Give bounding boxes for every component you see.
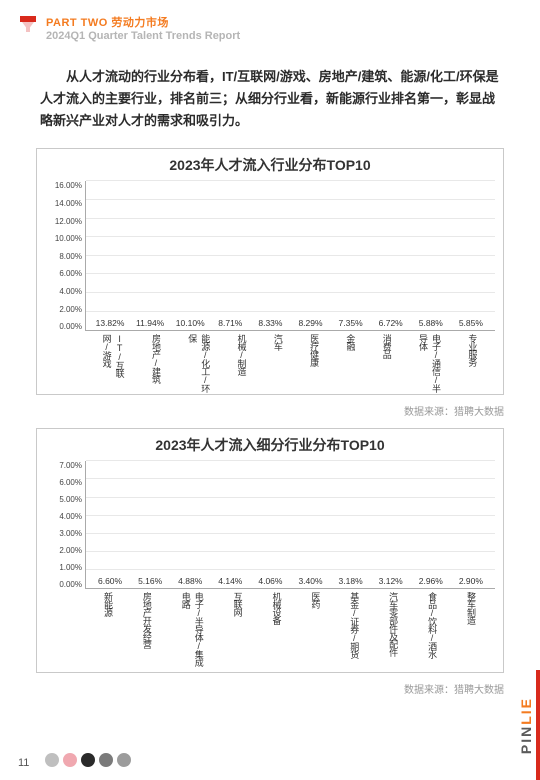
bar-column: 3.12%: [373, 576, 409, 588]
chart2-plot: 7.00% 6.00% 5.00% 4.00% 3.00% 2.00% 1.00% 0.00%…: [45, 461, 495, 589]
bar-value-label: 8.29%: [298, 318, 322, 328]
y-tick: 12.00%: [55, 217, 82, 226]
bar-value-label: 8.71%: [218, 318, 242, 328]
x-category-label: 新能源: [102, 592, 115, 670]
bar-value-label: 10.10%: [176, 318, 205, 328]
x-category-label: 电子/通信/半导体: [417, 334, 443, 392]
bar-value-label: 2.90%: [459, 576, 483, 586]
bar-value-label: 3.12%: [379, 576, 403, 586]
logo-icon: [18, 16, 38, 40]
report-header: PART TWO 劳动力市场 2024Q1 Quarter Talent Tre…: [0, 0, 540, 48]
intro-paragraph: 从人才流动的行业分布看，IT/互联网/游戏、房地产/建筑、能源/化工/环保是人才…: [0, 48, 540, 142]
x-category-label: 房地产/建筑: [150, 334, 163, 392]
x-category-label: 机械设备: [271, 592, 284, 670]
y-tick: 10.00%: [55, 234, 82, 243]
footer-dot-icon: [63, 753, 77, 767]
bar-column: 6.60%: [92, 576, 128, 588]
bar-value-label: 4.88%: [178, 576, 202, 586]
bar-value-label: 5.85%: [459, 318, 483, 328]
bar-value-label: 4.14%: [218, 576, 242, 586]
footer-dot-icon: [117, 753, 131, 767]
y-tick: 6.00%: [59, 269, 82, 278]
bar-column: 3.18%: [333, 576, 369, 588]
bar-value-label: 13.82%: [96, 318, 125, 328]
bar-column: 3.40%: [292, 576, 328, 588]
footer: 11: [18, 753, 135, 772]
bar-value-label: 2.96%: [419, 576, 443, 586]
x-category-label: 电子/半导体/集成电路: [180, 592, 206, 670]
footer-dot-icon: [45, 753, 59, 767]
x-category-label: 食品/饮料/酒水: [426, 592, 439, 670]
x-category-label: 整车制造: [465, 592, 478, 670]
bar-value-label: 5.88%: [419, 318, 443, 328]
bar-column: 5.88%: [413, 318, 449, 330]
bar-value-label: 3.18%: [339, 576, 363, 586]
x-category-label: 基金/证券/期货: [348, 592, 361, 670]
x-category-label: IT/互联网/游戏: [101, 334, 127, 392]
bar-value-label: 4.06%: [258, 576, 282, 586]
chart1-plot: 16.00% 14.00% 12.00% 10.00% 8.00% 6.00% 4.00% 2…: [45, 181, 495, 331]
y-tick: 4.00%: [59, 512, 82, 521]
bar-value-label: 7.35%: [339, 318, 363, 328]
bar-value-label: 6.60%: [98, 576, 122, 586]
bar-column: 11.94%: [132, 318, 168, 330]
chart2-title: 2023年人才流入细分行业分布TOP10: [45, 435, 495, 455]
y-tick: 0.00%: [59, 580, 82, 589]
bar-column: 4.14%: [212, 576, 248, 588]
footer-dot-icon: [81, 753, 95, 767]
y-tick: 2.00%: [59, 546, 82, 555]
y-tick: 16.00%: [55, 181, 82, 190]
bar-column: 2.96%: [413, 576, 449, 588]
y-tick: 5.00%: [59, 495, 82, 504]
bar-column: 5.85%: [453, 318, 489, 330]
y-tick: 7.00%: [59, 461, 82, 470]
bar-value-label: 5.16%: [138, 576, 162, 586]
chart1-container: 2023年人才流入行业分布TOP10 16.00% 14.00% 12.00% 10.…: [36, 148, 504, 395]
x-category-label: 机械/制造: [236, 334, 249, 392]
bar-column: 10.10%: [172, 318, 208, 330]
x-category-label: 互联网: [232, 592, 245, 670]
x-category-label: 金融: [344, 334, 357, 392]
y-tick: 1.00%: [59, 563, 82, 572]
y-tick: 0.00%: [59, 322, 82, 331]
bar-column: 4.06%: [252, 576, 288, 588]
y-tick: 14.00%: [55, 199, 82, 208]
chart1-source: 数据来源：猎聘大数据: [0, 399, 540, 422]
x-category-label: 消费品: [381, 334, 394, 392]
page-number: 11: [18, 757, 29, 769]
brand-vertical: PINLIE: [518, 697, 534, 754]
side-stripe: [536, 670, 540, 780]
chart2-source: 数据来源：猎聘大数据: [0, 677, 540, 700]
header-subtitle: 2024Q1 Quarter Talent Trends Report: [46, 30, 240, 42]
chart1-title: 2023年人才流入行业分布TOP10: [45, 155, 495, 175]
header-part-label: PART TWO 劳动力市场: [46, 14, 240, 30]
x-category-label: 能源/化工/环保: [186, 334, 212, 392]
x-category-label: 汽车零部件及配件: [387, 592, 400, 670]
bar-column: 6.72%: [373, 318, 409, 330]
x-category-label: 医疗健康: [308, 334, 321, 392]
bar-value-label: 11.94%: [136, 318, 164, 328]
bar-column: 8.29%: [292, 318, 328, 330]
bar-column: 5.16%: [132, 576, 168, 588]
bar-column: 4.88%: [172, 576, 208, 588]
x-category-label: 汽车: [272, 334, 285, 392]
chart2-container: 2023年人才流入细分行业分布TOP10 7.00% 6.00% 5.00% 4.00…: [36, 428, 504, 673]
bar-column: 13.82%: [92, 318, 128, 330]
bar-value-label: 8.33%: [258, 318, 282, 328]
bar-value-label: 6.72%: [379, 318, 403, 328]
footer-dot-icon: [99, 753, 113, 767]
y-tick: 6.00%: [59, 478, 82, 487]
y-tick: 3.00%: [59, 529, 82, 538]
y-tick: 8.00%: [59, 252, 82, 261]
x-category-label: 专业服务: [466, 334, 479, 392]
bar-column: 7.35%: [333, 318, 369, 330]
bar-column: 2.90%: [453, 576, 489, 588]
bar-column: 8.71%: [212, 318, 248, 330]
bar-column: 8.33%: [252, 318, 288, 330]
x-category-label: 房地产开发经营: [141, 592, 154, 670]
x-category-label: 医药: [309, 592, 322, 670]
bar-value-label: 3.40%: [298, 576, 322, 586]
y-tick: 2.00%: [59, 305, 82, 314]
y-tick: 4.00%: [59, 287, 82, 296]
